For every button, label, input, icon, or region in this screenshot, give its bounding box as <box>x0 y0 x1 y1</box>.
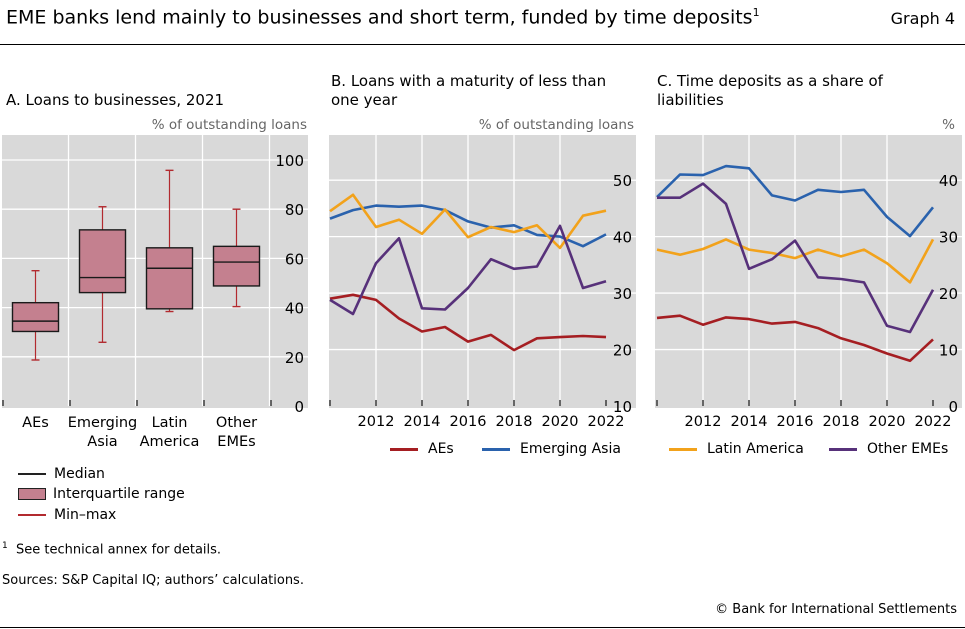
x-tick-label: 2016 <box>450 414 487 430</box>
series-line-emerging-asia <box>656 164 935 238</box>
x-tick-label: 2016 <box>777 414 814 430</box>
graph-title-text: EME banks lend mainly to businesses and … <box>6 6 753 29</box>
y-tick-label: 40 <box>285 300 304 318</box>
x-tick-label: 2014 <box>731 414 768 430</box>
series-line-other-emes <box>329 224 607 316</box>
legend-label: Other EMEs <box>867 441 949 457</box>
series-line-other-emes <box>657 182 935 334</box>
median-swatch <box>18 473 46 475</box>
y-tick-label: 10 <box>939 342 958 360</box>
legend-median: Median <box>18 466 105 482</box>
iqr-box <box>78 229 127 294</box>
y-tick-label: 20 <box>939 285 958 303</box>
y-tick-label: 60 <box>285 250 304 268</box>
category-label: America <box>140 434 200 450</box>
x-tick-label: 2014 <box>404 414 441 430</box>
x-tick-label: 2020 <box>542 414 579 430</box>
panel-b-title: B. Loans with a maturity of less than on… <box>331 72 607 109</box>
legend-aes: AEs <box>390 441 454 457</box>
legend-label: Median <box>54 466 105 482</box>
iqr-swatch <box>18 488 46 500</box>
aes-swatch <box>390 447 418 451</box>
iqr-box <box>11 301 60 333</box>
legend-latin-america: Latin America <box>669 441 804 457</box>
footnote-text: See technical annex for details. <box>16 542 222 558</box>
legend-emerging-asia: Emerging Asia <box>482 441 621 457</box>
legend-iqr: Interquartile range <box>18 486 185 502</box>
iqr-box <box>145 247 194 310</box>
footnote: 1 See technical annex for details. <box>2 541 221 557</box>
minmax-swatch <box>18 514 46 516</box>
top-rule <box>0 44 965 45</box>
category-label: Latin <box>152 415 188 431</box>
category-label: AEs <box>22 415 49 431</box>
series-line-latin-america <box>656 238 935 284</box>
y-tick-label: 0 <box>294 398 304 416</box>
legend-minmax: Min–max <box>18 507 116 523</box>
y-tick-label: 30 <box>613 285 632 303</box>
category-label: Asia <box>87 434 117 450</box>
legend-label: Interquartile range <box>53 486 185 502</box>
y-tick-label: 100 <box>275 152 304 170</box>
bottom-rule <box>0 627 965 628</box>
category-label: Other <box>216 415 257 431</box>
y-tick-label: 10 <box>613 398 632 416</box>
x-tick-label: 2020 <box>869 414 906 430</box>
panel-c-unit: % <box>942 117 955 133</box>
legend-other-emes: Other EMEs <box>829 441 948 457</box>
legend-label: Latin America <box>707 441 804 457</box>
y-tick-label: 50 <box>613 172 632 190</box>
series-line-latin-america <box>329 193 607 250</box>
category-label: EMEs <box>217 434 255 450</box>
series-line-aes <box>329 293 607 352</box>
y-tick-label: 40 <box>613 229 632 247</box>
y-tick-label: 20 <box>613 342 632 360</box>
y-tick-label: 0 <box>948 398 958 416</box>
series-line-aes <box>656 314 934 363</box>
x-tick-label: 2022 <box>588 414 625 430</box>
y-tick-label: 40 <box>939 172 958 190</box>
y-tick-label: 30 <box>939 229 958 247</box>
iqr-box <box>212 245 261 287</box>
x-tick-label: 2022 <box>915 414 952 430</box>
title-footnote-mark: 1 <box>752 6 760 19</box>
legend-label: AEs <box>428 441 454 457</box>
x-tick-label: 2018 <box>823 414 860 430</box>
series-line-emerging-asia <box>329 204 607 248</box>
y-tick-label: 80 <box>285 201 304 219</box>
panel-a-title: A. Loans to businesses, 2021 <box>6 91 225 109</box>
legend-label: Emerging Asia <box>520 441 621 457</box>
footnote-mark: 1 <box>2 541 8 551</box>
y-tick-label: 20 <box>285 349 304 367</box>
legend-label: Min–max <box>54 507 117 523</box>
x-tick-label: 2018 <box>496 414 533 430</box>
emerging-asia-swatch <box>482 447 510 451</box>
panel-c-title: C. Time deposits as a share of liabiliti… <box>657 72 883 109</box>
category-label: Emerging <box>68 415 138 431</box>
graph-title: EME banks lend mainly to businesses and … <box>6 6 760 28</box>
panel-a-unit: % of outstanding loans <box>151 117 307 133</box>
graph-number: Graph 4 <box>890 9 955 28</box>
latin-america-swatch <box>669 447 697 451</box>
copyright: © Bank for International Settlements <box>715 602 957 617</box>
x-tick-label: 2012 <box>358 414 395 430</box>
panel-b-unit: % of outstanding loans <box>478 117 634 133</box>
x-tick-label: 2012 <box>685 414 722 430</box>
other-emes-swatch <box>829 447 857 451</box>
sources: Sources: S&P Capital IQ; authors’ calcul… <box>2 573 304 588</box>
